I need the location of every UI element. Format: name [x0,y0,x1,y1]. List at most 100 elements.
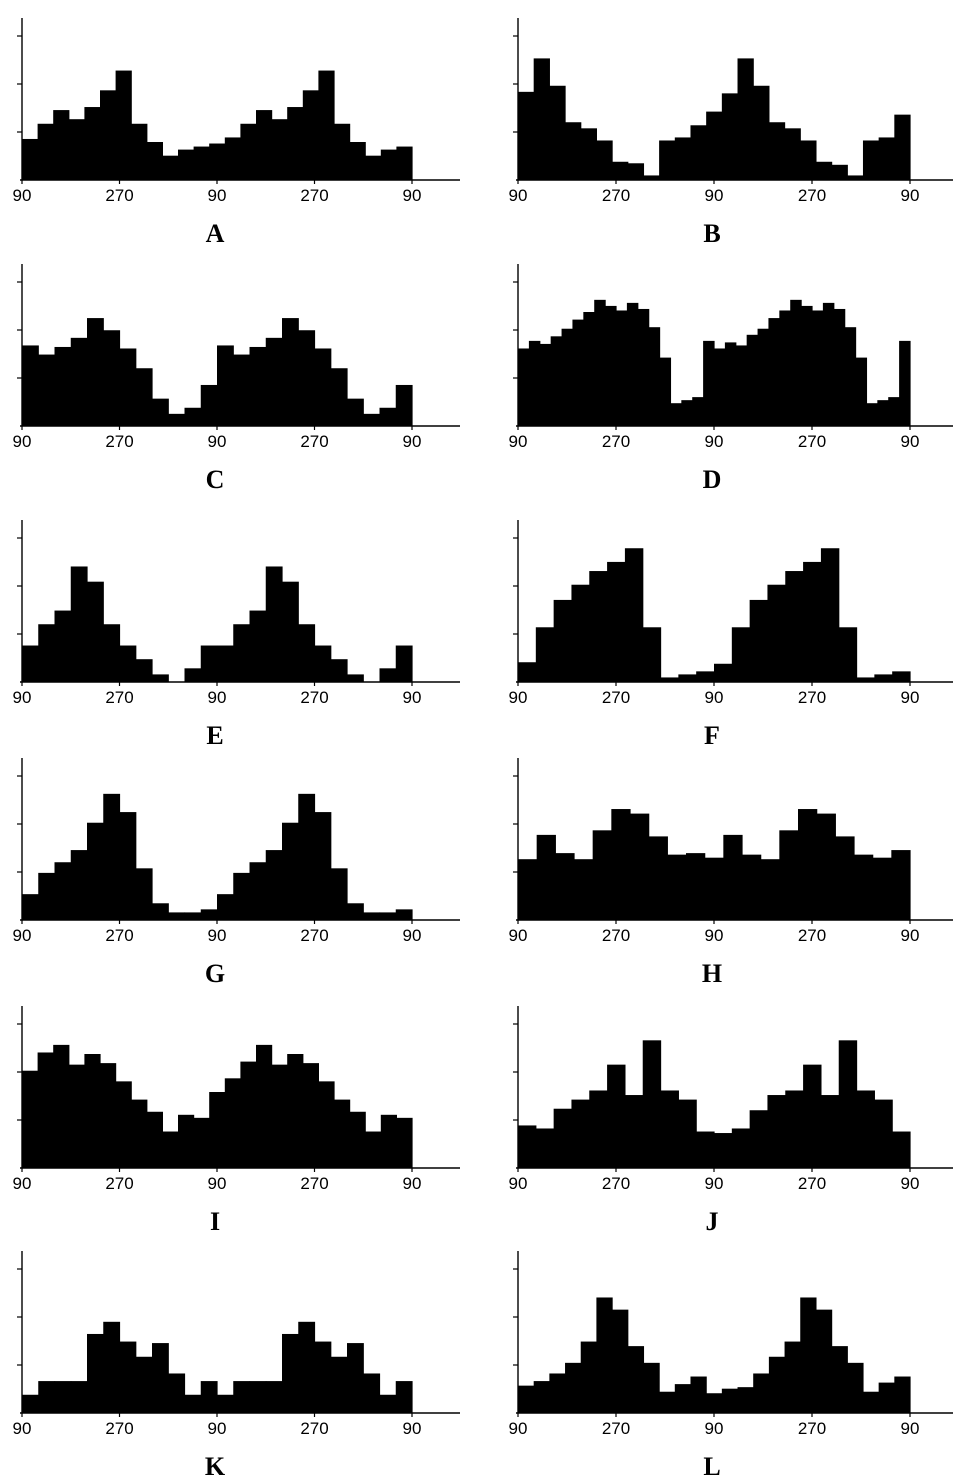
panel-d: 90 270 90 270 90 D [509,264,953,494]
bar-j-18 [838,1040,858,1168]
x-tick-label-d-0: 90 [509,432,528,451]
bar-h-15 [798,809,818,920]
bar-d-13 [659,357,672,426]
bar-k-18 [314,1341,332,1413]
x-tick-label-f-4: 90 [901,688,920,707]
bar-b-8 [643,175,660,180]
bar-d-24 [779,310,791,426]
bar-g-7 [135,868,153,920]
x-tick-label-j-2: 90 [705,1174,724,1193]
bar-d-21 [746,334,759,426]
bar-d-33 [877,400,889,426]
bar-f-11 [714,663,733,682]
bar-g-14 [249,862,267,920]
bar-d-3 [550,336,563,426]
bar-j-13 [749,1110,769,1168]
panel-letter-c: C [206,465,225,494]
bar-h-13 [760,859,780,920]
bar-k-9 [168,1373,186,1413]
bar-d-17 [703,340,715,426]
panel-letter-l: L [703,1452,720,1481]
bar-a-20 [334,123,351,180]
x-tick-label-e-4: 90 [403,688,422,707]
bar-g-13 [233,872,251,920]
bar-j-5 [607,1064,626,1168]
bar-d-30 [844,327,857,426]
bar-g-18 [314,812,332,920]
bar-a-3 [68,119,85,180]
x-tick-label-j-4: 90 [901,1174,920,1193]
bar-e-12 [217,645,234,682]
bar-d-5 [572,319,584,426]
bar-c-9 [168,413,186,426]
panel-b: 90 270 90 270 90 B [509,18,953,248]
bar-i-22 [365,1131,382,1168]
bar-e-18 [314,645,332,682]
x-tick-label-e-3: 270 [300,688,328,707]
bar-c-20 [347,398,364,426]
bar-a-0 [22,138,39,180]
x-tick-label-f-0: 90 [509,688,528,707]
bar-l-7 [627,1346,645,1413]
bar-h-14 [779,830,799,920]
bar-e-20 [347,674,364,682]
bar-f-7 [642,627,662,682]
bar-e-22 [379,668,397,682]
bar-g-15 [265,850,283,920]
x-tick-label-b-0: 90 [509,186,528,205]
bar-j-19 [856,1090,875,1168]
bar-b-11 [690,125,707,180]
bar-b-24 [894,114,911,180]
bar-a-4 [84,107,101,180]
bar-k-2 [54,1381,72,1413]
bar-f-3 [571,584,590,682]
x-tick-label-g-0: 90 [13,926,32,945]
panel-j: 90 270 90 270 90 J [509,1006,953,1236]
bar-i-6 [115,1081,132,1168]
bar-d-15 [681,400,693,426]
x-tick-label-b-3: 270 [798,186,826,205]
bar-a-19 [318,70,335,180]
bar-h-17 [835,836,855,920]
bar-f-14 [767,584,786,682]
bar-j-4 [589,1090,608,1168]
bar-d-2 [539,343,552,426]
x-tick-label-h-0: 90 [509,926,528,945]
x-tick-label-g-2: 90 [208,926,227,945]
bar-l-15 [753,1373,770,1413]
bar-g-19 [330,868,348,920]
x-tick-label-h-4: 90 [901,926,920,945]
x-tick-label-c-1: 270 [105,432,133,451]
bar-b-9 [659,140,676,180]
bar-g-8 [152,903,169,920]
x-tick-label-k-4: 90 [403,1419,422,1438]
x-tick-label-g-4: 90 [403,926,422,945]
bar-d-1 [528,340,541,426]
bar-l-6 [612,1309,629,1413]
bar-i-16 [271,1064,288,1168]
bar-e-0 [22,645,39,682]
x-tick-label-g-3: 270 [300,926,328,945]
bar-i-21 [349,1111,366,1168]
bar-j-1 [535,1128,555,1168]
bar-k-6 [119,1341,137,1413]
panel-letter-j: J [706,1207,719,1236]
bar-b-13 [721,93,739,180]
bar-g-11 [200,909,218,920]
bar-e-11 [200,645,218,682]
bar-d-6 [583,312,595,426]
bar-f-5 [607,561,626,682]
bar-c-19 [330,368,348,426]
panel-letter-d: D [703,465,722,494]
panel-e: 90 270 90 270 90 E [13,520,460,750]
x-tick-label-f-2: 90 [705,688,724,707]
bar-k-8 [152,1343,169,1413]
bar-d-35 [899,340,911,426]
bar-j-11 [714,1133,733,1168]
bar-c-21 [363,413,381,426]
bar-k-19 [330,1356,348,1413]
bar-i-19 [318,1081,335,1168]
x-tick-label-b-2: 90 [705,186,724,205]
bar-d-31 [855,357,868,426]
bar-b-18 [800,140,817,180]
